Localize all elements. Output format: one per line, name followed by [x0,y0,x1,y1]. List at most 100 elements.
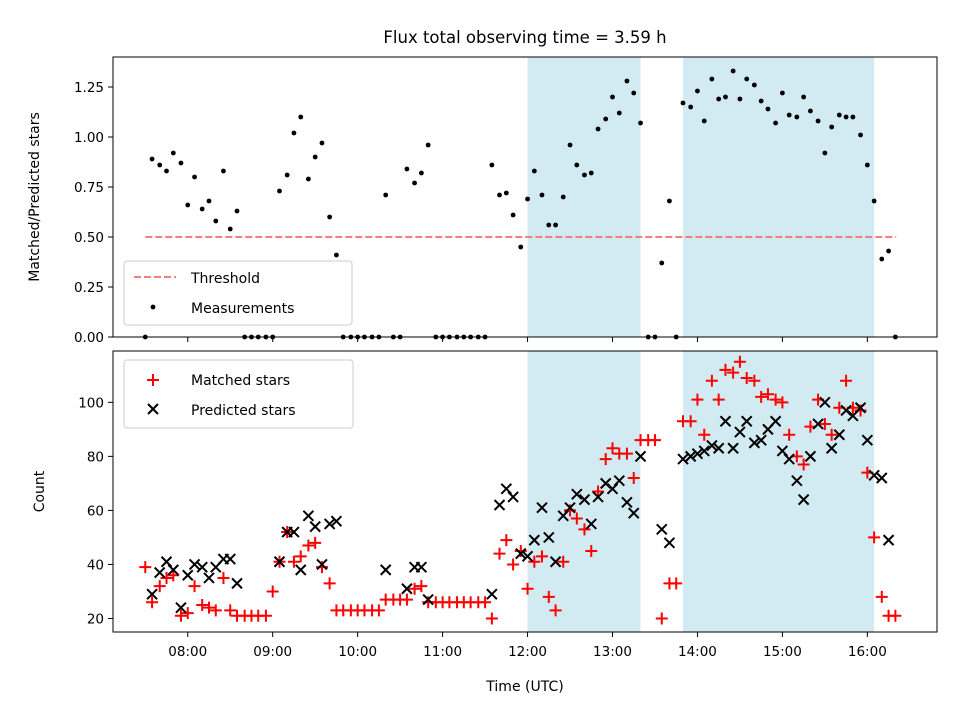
measurement-point [312,154,318,160]
matched-star-point [783,428,796,441]
measurement-point [560,194,566,200]
predicted-star-point [231,577,243,590]
measurement-point [801,94,807,100]
matched-star-point [655,612,668,625]
matched-star-point [719,363,732,376]
measurement-point [836,112,842,118]
predicted-star-point [769,415,782,427]
predicted-star-point [196,561,208,573]
predicted-star-point [706,439,718,452]
matched-star-point [521,582,534,595]
measurement-point [744,76,750,82]
matched-star-point [202,601,215,614]
predicted-star-point [316,558,328,571]
predicted-star-point [528,534,541,546]
measurement-point [497,192,502,198]
predicted-star-point [549,556,562,568]
predicted-star-point [323,518,336,530]
measurement-point [567,142,573,148]
matched-star-point [740,372,753,385]
predicted-star-point [507,491,519,503]
predicted-star-point [833,429,846,441]
chart-title: Flux total observing time = 3.59 h [383,28,666,47]
predicted-star-point [154,566,166,579]
predicted-star-point [203,572,215,584]
measurement-point [157,162,163,168]
predicted-star-point [861,434,874,446]
measurement-point [680,100,686,106]
measurement-point [871,198,877,204]
bottom-ytick-label: 100 [78,395,104,411]
predicted-star-point [634,450,647,463]
measurement-point [213,218,219,224]
legend-measurements-swatch [150,304,156,310]
matched-star-point [578,523,591,536]
matched-star-point [599,453,612,466]
measurement-point [723,94,728,100]
measurement-point [667,198,672,204]
bottom-x-axis-label: Time (UTC) [485,679,563,695]
matched-star-point [755,390,768,403]
bottom-xtick-label: 10:00 [338,644,377,660]
predicted-star-point [741,415,753,427]
matched-star-point [196,598,209,611]
predicted-star-point [882,534,895,546]
measurement-point [886,248,891,254]
measurement-point [206,198,212,204]
bottom-ytick-label: 40 [87,557,104,573]
measurement-point [334,252,339,258]
predicted-star-point [401,583,413,595]
bottom-ytick-label: 20 [87,611,104,627]
predicted-star-point [727,442,739,454]
bottom-legend: Matched stars Predicted stars [123,359,354,429]
bottom-shaded-regions [527,351,875,632]
matched-star-point [266,585,279,598]
bottom-y-axis-label: Count [32,470,48,512]
measurement-point [525,196,530,202]
matched-star-point [627,471,640,484]
predicted-star-point [691,447,704,460]
top-ytick-label: 1.00 [74,130,104,146]
bottom-xtick-label: 13:00 [593,644,632,660]
measurement-point [864,162,870,168]
bottom-ytick-label: 80 [87,449,104,465]
matched-star-point [294,550,307,563]
matched-star-point [259,609,272,622]
measurement-point [631,90,637,96]
predicted-star-point [804,450,817,463]
matched-star-point [705,374,718,387]
measurement-point [227,226,233,232]
measurement-point [858,132,863,138]
bottom-xtick-label: 09:00 [253,644,292,660]
predicted-star-point [656,523,668,536]
predicted-star-point [493,499,506,511]
measurement-point [221,168,226,174]
predicted-star-point [812,418,824,430]
matched-star-point [485,612,498,625]
bottom-shaded-region-2 [683,351,875,632]
matched-star-point [323,577,336,590]
predicted-star-point [288,526,300,538]
matched-star-point [542,590,555,603]
top-ytick-label: 1.25 [74,80,104,96]
matched-star-point [606,442,619,455]
measurement-point [510,212,516,218]
measurement-point [730,68,736,74]
predicted-star-point [543,531,555,544]
measurement-point [815,118,821,124]
measurement-point [588,170,594,176]
top-legend-box [123,260,353,326]
measurement-point [192,174,197,180]
measurement-point [553,222,558,228]
measurement-point [418,170,424,176]
top-panel: 0.00 0.25 0.50 0.75 1.00 1.25 Matched/Predict… [27,56,938,346]
measurement-point [298,114,304,120]
measurement-point [624,78,630,84]
matched-star-point [727,366,740,379]
predicted-star-point [515,547,527,560]
measurement-point [518,244,524,250]
predicted-star-point [536,502,548,514]
matched-star-point [557,555,570,568]
predicted-star-point [415,561,428,573]
measurement-point [737,96,743,102]
